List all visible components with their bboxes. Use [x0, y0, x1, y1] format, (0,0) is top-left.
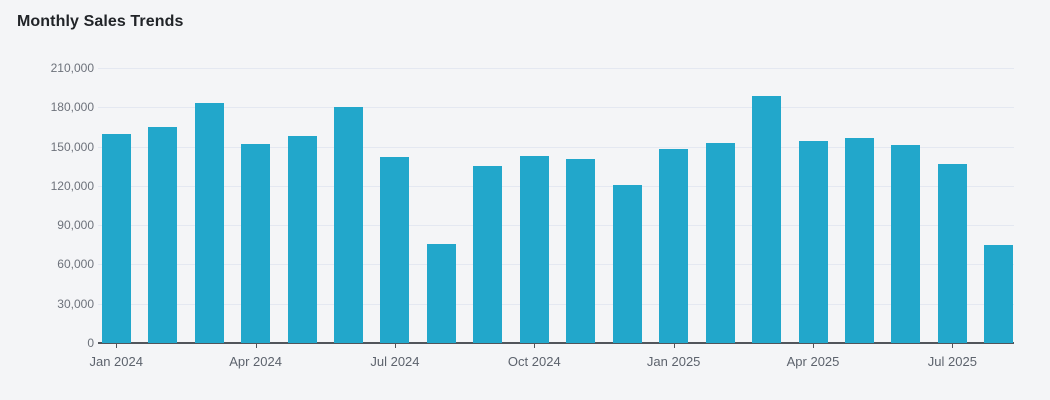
- bar-slot: [604, 68, 650, 343]
- bar-sep-2024[interactable]: [473, 165, 503, 343]
- bar-slot: [325, 68, 371, 343]
- x-tick-mark: [116, 343, 118, 348]
- bar-mar-2025[interactable]: [752, 95, 782, 343]
- bar-dec-2024[interactable]: [612, 184, 642, 343]
- bar-slot: [836, 68, 882, 343]
- bar-slot: Jan 2024: [89, 68, 143, 369]
- y-tick-label: 30,000: [57, 296, 94, 311]
- x-tick-label: Apr 2024: [229, 354, 282, 369]
- bar-slot: Jul 2024: [370, 68, 420, 369]
- y-tick-label: 60,000: [57, 257, 94, 272]
- bar-may-2024[interactable]: [287, 136, 317, 343]
- x-tick-mark: [952, 343, 954, 348]
- x-tick-label: Jul 2024: [370, 354, 420, 369]
- y-tick-label: 0: [87, 336, 94, 350]
- x-tick-mark: [813, 343, 815, 348]
- x-tick-label: Jul 2025: [927, 354, 977, 369]
- bar-slot: Jan 2025: [647, 68, 700, 369]
- bar-aug-2025[interactable]: [984, 244, 1014, 343]
- bar-jan-2025[interactable]: [659, 148, 689, 343]
- bar-slot: [186, 68, 232, 343]
- chart-title: Monthly Sales Trends: [17, 13, 184, 30]
- bar-slot: [558, 68, 604, 343]
- bar-feb-2024[interactable]: [148, 126, 178, 343]
- gridline: [98, 303, 1014, 305]
- bars-area: Jan 2024 Apr 2024 Jul 2024 Oct 2024 Jan 2025…: [89, 68, 1022, 369]
- x-tick-mark: [255, 343, 257, 348]
- x-tick-label: Oct 2024: [507, 354, 561, 369]
- bar-slot: Jul 2025: [928, 68, 977, 369]
- grid-area: [98, 68, 1014, 344]
- bar-jun-2024[interactable]: [333, 106, 363, 343]
- gridline: [98, 185, 1014, 187]
- x-tick-mark: [534, 343, 536, 348]
- y-tick-label: 180,000: [50, 100, 94, 115]
- x-tick-label: Jan 2024: [89, 354, 143, 369]
- gridline: [98, 68, 1014, 69]
- gridline: [98, 107, 1014, 109]
- bar-oct-2024[interactable]: [519, 155, 549, 343]
- bar-slot: Apr 2025: [787, 68, 839, 369]
- bar-slot: [279, 68, 325, 343]
- x-tick-mark: [673, 343, 675, 348]
- x-tick-label: Apr 2025: [786, 354, 840, 369]
- bar-slot: [418, 68, 464, 343]
- gridline: [98, 225, 1014, 227]
- bar-jan-2024[interactable]: [101, 134, 131, 343]
- y-tick-label: 90,000: [57, 218, 94, 233]
- bar-mar-2024[interactable]: [194, 103, 224, 343]
- bar-slot: Oct 2024: [508, 68, 561, 369]
- bar-slot: [465, 68, 511, 343]
- bar-apr-2024[interactable]: [241, 143, 271, 343]
- bar-slot: [697, 68, 743, 343]
- bar-slot: Apr 2024: [229, 68, 282, 369]
- bar-slot: [743, 68, 789, 343]
- bar-nov-2024[interactable]: [566, 159, 596, 343]
- bar-slot: [883, 68, 929, 343]
- bar-jun-2025[interactable]: [891, 144, 921, 343]
- gridline: [98, 146, 1014, 148]
- y-tick-label: 150,000: [50, 139, 94, 154]
- x-axis-line: [98, 342, 1014, 344]
- y-tick-label: 120,000: [50, 178, 94, 193]
- x-tick-label: Jan 2025: [646, 354, 701, 369]
- y-tick-label: 210,000: [50, 61, 94, 75]
- bar-may-2025[interactable]: [844, 138, 874, 343]
- bar-slot: [976, 68, 1022, 343]
- bar-slot: [139, 68, 185, 343]
- bar-jul-2025[interactable]: [937, 164, 967, 343]
- bar-jul-2024[interactable]: [380, 157, 410, 343]
- bar-apr-2025[interactable]: [798, 140, 828, 343]
- bar-aug-2024[interactable]: [426, 244, 456, 343]
- bar-feb-2025[interactable]: [705, 142, 735, 343]
- gridline: [98, 264, 1014, 266]
- x-tick-mark: [394, 343, 396, 348]
